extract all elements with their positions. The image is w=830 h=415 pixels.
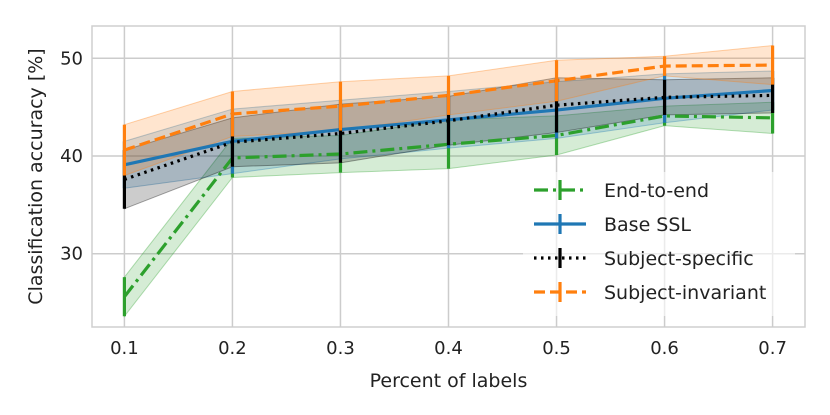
y-tick-label: 40: [60, 146, 83, 167]
legend-label-3: Subject-invariant: [604, 282, 766, 304]
x-axis-label: Percent of labels: [370, 370, 528, 392]
x-tick-label: 0.3: [326, 338, 355, 359]
x-tick-label: 0.7: [758, 338, 787, 359]
x-tick-label: 0.2: [218, 338, 247, 359]
y-tick-label: 30: [60, 244, 83, 265]
y-axis-label: Classification accuracy [%]: [25, 48, 47, 304]
legend-label-1: Base SSL: [604, 214, 691, 236]
x-axis-ticks: 0.1 0.2 0.3 0.4 0.5 0.6 0.7: [110, 338, 787, 359]
x-tick-label: 0.6: [650, 338, 679, 359]
x-tick-label: 0.1: [110, 338, 139, 359]
y-axis-ticks: 30 40 50: [60, 48, 83, 264]
legend-label-0: End-to-end: [604, 180, 709, 202]
legend-label-2: Subject-specific: [604, 248, 754, 270]
error-bars: [122, 45, 775, 317]
legend: End-to-end Base SSL Subject-specific Subjec…: [523, 172, 795, 316]
y-tick-label: 50: [60, 48, 83, 69]
x-tick-label: 0.4: [434, 338, 463, 359]
x-tick-label: 0.5: [542, 338, 571, 359]
